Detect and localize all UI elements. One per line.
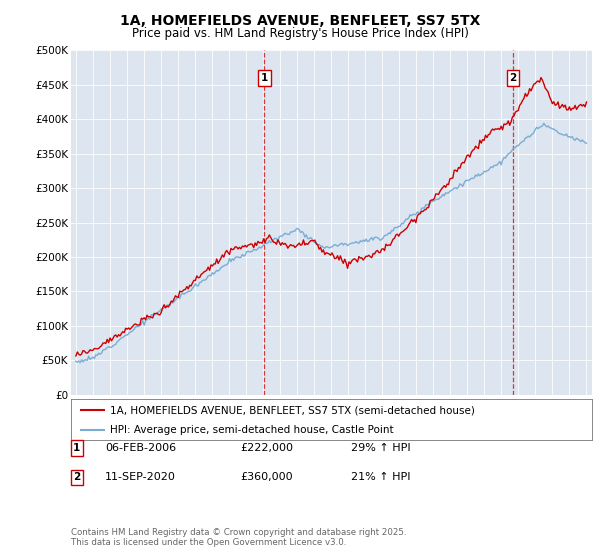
Text: 06-FEB-2006: 06-FEB-2006	[105, 443, 176, 453]
Text: Price paid vs. HM Land Registry's House Price Index (HPI): Price paid vs. HM Land Registry's House …	[131, 27, 469, 40]
Text: £222,000: £222,000	[240, 443, 293, 453]
Text: 1A, HOMEFIELDS AVENUE, BENFLEET, SS7 5TX: 1A, HOMEFIELDS AVENUE, BENFLEET, SS7 5TX	[120, 14, 480, 28]
Text: 2: 2	[73, 472, 80, 482]
Text: 21% ↑ HPI: 21% ↑ HPI	[351, 472, 410, 482]
Text: Contains HM Land Registry data © Crown copyright and database right 2025.
This d: Contains HM Land Registry data © Crown c…	[71, 528, 406, 547]
Text: £360,000: £360,000	[240, 472, 293, 482]
Text: 1: 1	[261, 73, 268, 83]
Text: 1: 1	[73, 443, 80, 453]
Text: 29% ↑ HPI: 29% ↑ HPI	[351, 443, 410, 453]
Text: 11-SEP-2020: 11-SEP-2020	[105, 472, 176, 482]
Text: 2: 2	[509, 73, 517, 83]
Text: HPI: Average price, semi-detached house, Castle Point: HPI: Average price, semi-detached house,…	[110, 424, 394, 435]
Text: 1A, HOMEFIELDS AVENUE, BENFLEET, SS7 5TX (semi-detached house): 1A, HOMEFIELDS AVENUE, BENFLEET, SS7 5TX…	[110, 405, 475, 415]
